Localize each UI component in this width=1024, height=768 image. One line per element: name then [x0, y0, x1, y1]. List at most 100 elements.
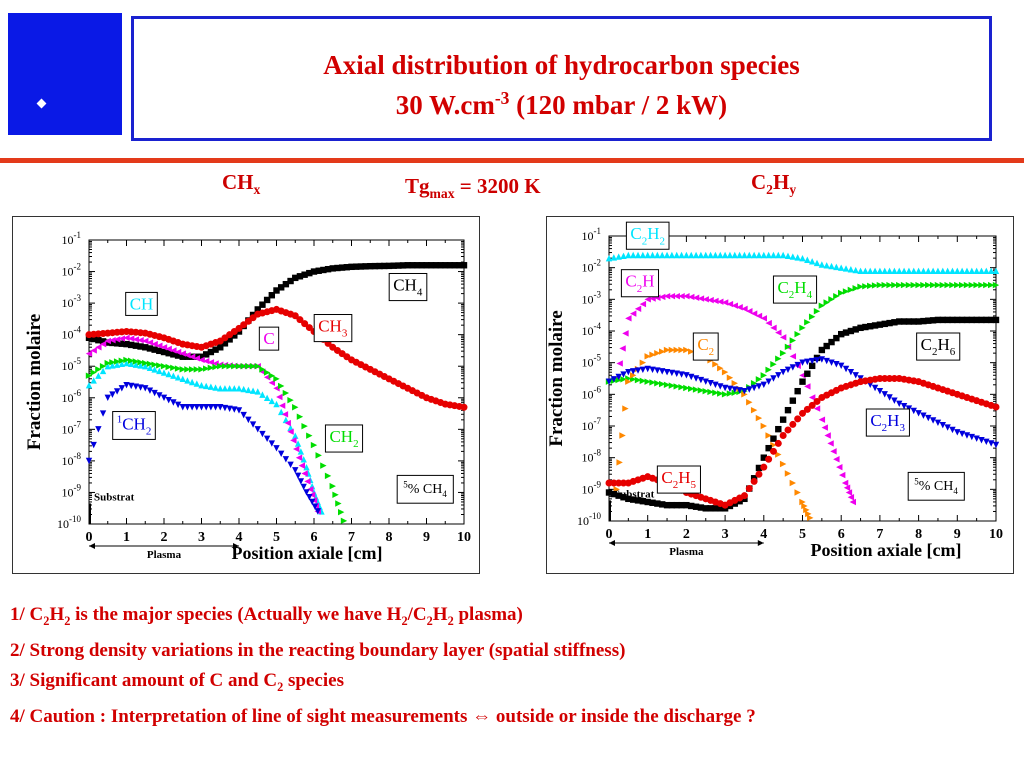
header-chx: CHx	[222, 170, 260, 198]
title-box: Axial distribution of hydrocarbon specie…	[131, 16, 992, 141]
marker	[920, 412, 927, 419]
marker	[639, 366, 647, 373]
marker	[193, 404, 201, 411]
x-tick-label: 3	[198, 530, 205, 545]
marker	[852, 266, 859, 274]
marker	[240, 385, 247, 393]
marker	[871, 282, 879, 289]
marker	[320, 462, 327, 469]
marker	[301, 320, 309, 328]
marker	[235, 407, 243, 414]
marker	[202, 351, 210, 358]
marker	[799, 378, 806, 385]
series-label-1ch2: 1CH2	[112, 411, 156, 440]
marker	[799, 254, 806, 262]
marker	[775, 451, 782, 458]
marker	[179, 375, 186, 383]
marker	[886, 281, 893, 289]
marker	[273, 445, 280, 452]
note-text: 2	[426, 613, 433, 628]
marker	[769, 447, 777, 455]
marker	[779, 334, 787, 341]
marker	[284, 419, 291, 427]
marker	[688, 348, 695, 355]
marker	[678, 384, 685, 391]
marker	[663, 501, 671, 509]
title-line-2-pre: 30 W.cm	[395, 90, 495, 120]
marker	[702, 378, 709, 385]
marker	[813, 308, 821, 315]
marker	[668, 382, 676, 389]
series-label-c2h6: C2H6	[916, 332, 961, 361]
y-tick-label: 10-3	[62, 293, 82, 310]
marker	[770, 435, 777, 442]
note-text: plasma)	[453, 604, 523, 625]
marker	[649, 379, 656, 386]
marker	[702, 251, 709, 259]
marker	[765, 444, 772, 452]
marker	[721, 384, 729, 392]
marker	[95, 426, 102, 433]
marker	[900, 318, 908, 325]
marker	[273, 400, 280, 408]
marker	[910, 267, 917, 275]
marker	[755, 470, 763, 478]
marker	[193, 380, 201, 387]
marker	[987, 440, 995, 447]
marker	[165, 370, 172, 378]
marker	[668, 346, 676, 354]
marker	[804, 358, 811, 366]
marker	[925, 267, 932, 275]
marker	[717, 383, 724, 390]
marker	[104, 394, 111, 401]
marker	[663, 346, 671, 354]
marker	[838, 264, 845, 271]
marker	[968, 267, 976, 275]
marker	[619, 345, 626, 352]
marker	[423, 262, 430, 269]
marker	[95, 372, 102, 379]
x-tick-label: 9	[423, 530, 430, 545]
marker	[683, 346, 690, 354]
marker	[409, 262, 416, 269]
marker	[770, 251, 777, 259]
marker	[300, 483, 307, 491]
marker	[876, 267, 884, 275]
note-number: 4/	[10, 705, 25, 727]
marker	[343, 264, 351, 271]
marker	[644, 296, 651, 303]
marker	[755, 414, 763, 422]
marker	[113, 340, 121, 347]
marker	[799, 498, 806, 506]
header-c2hy-s2: y	[789, 182, 797, 198]
series-ch4	[85, 262, 468, 360]
x-tick-label: 2	[683, 527, 690, 542]
marker	[929, 267, 937, 275]
marker	[132, 336, 140, 343]
marker	[278, 402, 286, 409]
marker	[221, 385, 229, 392]
marker	[862, 267, 869, 275]
marker	[934, 281, 942, 289]
marker	[245, 386, 252, 394]
marker	[287, 396, 294, 404]
marker	[867, 381, 874, 389]
annotation-box: 5% CH4	[907, 471, 965, 501]
marker	[770, 324, 777, 332]
marker	[949, 281, 956, 289]
x-tick-label: 4	[236, 530, 243, 545]
marker	[731, 251, 738, 259]
marker	[324, 472, 332, 480]
marker	[629, 372, 637, 379]
marker	[799, 409, 806, 417]
marker	[707, 251, 714, 259]
marker	[620, 494, 627, 501]
marker	[170, 372, 177, 379]
marker	[910, 407, 917, 415]
marker	[123, 340, 130, 348]
marker	[245, 416, 252, 424]
marker	[160, 394, 168, 401]
marker	[292, 404, 299, 411]
marker	[678, 501, 685, 509]
marker	[620, 371, 627, 378]
